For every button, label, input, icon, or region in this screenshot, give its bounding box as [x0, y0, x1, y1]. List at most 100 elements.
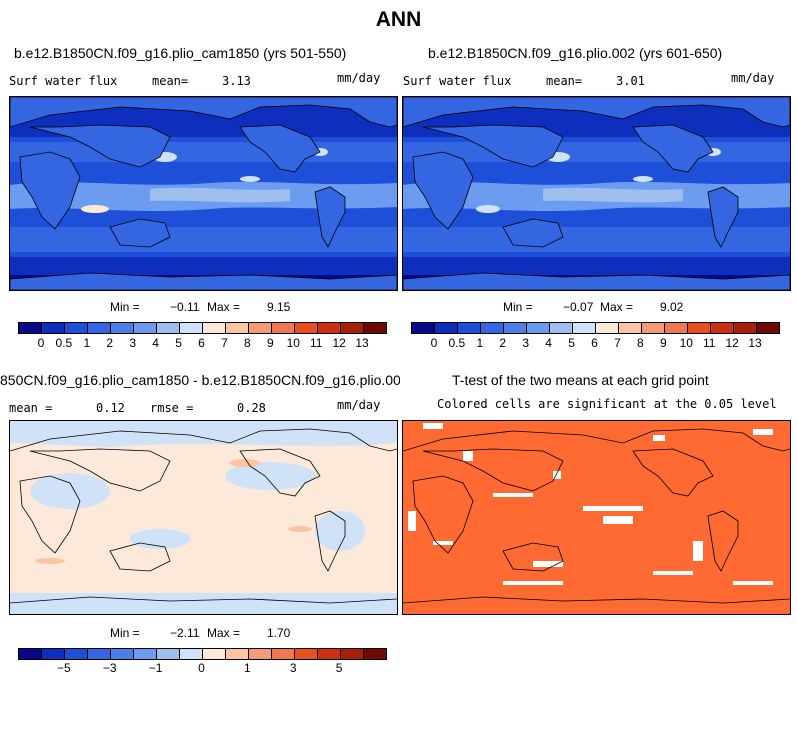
panel1-min-label: Min =	[110, 300, 140, 314]
panel2-colorbar-tick-label: 5	[568, 336, 575, 350]
panel2-colorbar-swatch	[573, 323, 596, 333]
panel1-colorbar-tick-label: 10	[286, 336, 300, 350]
panel4-map-graphic	[403, 421, 790, 614]
panel1-case-title: b.e12.B1850CN.f09_g16.plio_cam1850 (yrs …	[14, 45, 347, 61]
panel3-colorbar-swatch	[364, 649, 386, 659]
panel1-colorbar-tick-label: 1	[83, 336, 91, 350]
panel1-colorbar-swatch	[272, 323, 295, 333]
panel2-colorbar-swatch	[596, 323, 619, 333]
panel1-colorbar-tick-label: 6	[198, 336, 205, 350]
panel3-colorbar-swatch	[249, 649, 272, 659]
panel1-colorbar-tick-label: 4	[152, 336, 159, 350]
panel3-max-label: Max =	[207, 626, 241, 640]
panel3-colorbar-tick-label: −1	[148, 661, 163, 675]
panel3-colorbar-tick-label: −5	[57, 661, 71, 675]
panel1-colorbar-tick-label: 3	[129, 336, 137, 350]
panel3-case-title: 850CN.f09_g16.plio_cam1850 - b.e12.B1850…	[0, 372, 400, 388]
panel1-colorbar-tick-label: 13	[355, 336, 369, 350]
panel2-colorbar-tick-label: 9	[659, 336, 667, 350]
panel3-min-label: Min =	[110, 626, 140, 640]
panel2-colorbar-tick-label: 3	[522, 336, 530, 350]
panel1-colorbar-tick-label: 9	[266, 336, 274, 350]
panel2-colorbar-swatch	[642, 323, 665, 333]
panel1-colorbar-swatch	[249, 323, 272, 333]
panel1-map	[9, 96, 398, 291]
panel2-variable: Surf water flux	[403, 74, 512, 88]
panel1-colorbar-tick-label: 12	[332, 336, 346, 350]
panel3-colorbar-swatch	[180, 649, 203, 659]
panel1-colorbar-swatch	[341, 323, 364, 333]
panel2-max-value: 9.02	[660, 300, 684, 314]
panel2-colorbar	[411, 322, 780, 334]
panel1-colorbar-swatch	[111, 323, 134, 333]
panel2-colorbar-labels: 0 0.5 1 2 3 4 5 6 7 8 9 10 11 12 13	[411, 336, 780, 352]
panel2-map	[402, 96, 791, 291]
panel3-colorbar-swatch	[65, 649, 88, 659]
panel3-min-value: −2.11	[170, 626, 200, 640]
panel3-map	[9, 420, 398, 615]
panel2-colorbar-swatch	[665, 323, 688, 333]
panel3-colorbar-swatch	[341, 649, 364, 659]
panel3-colorbar-swatch	[295, 649, 318, 659]
panel1-units: mm/day	[337, 71, 381, 85]
panel2-map-graphic	[403, 97, 790, 290]
panel2-case-title: b.e12.B1850CN.f09_g16.plio.002 (yrs 601-…	[428, 45, 723, 61]
panel1-colorbar-swatch	[180, 323, 203, 333]
panel3-rmse-label: rmse =	[150, 401, 194, 415]
panel1-colorbar-tick-label: 11	[309, 336, 323, 350]
panel1-colorbar-labels: 0 0.5 1 2 3 4 5 6 7 8 9 10 11 12 13	[18, 336, 387, 352]
panel2-mean-value: 3.01	[616, 74, 645, 88]
panel1-colorbar	[18, 322, 387, 334]
panel3-map-graphic	[10, 421, 397, 614]
panel4-title: T-test of the two means at each grid poi…	[452, 372, 709, 388]
panel1-colorbar-swatch	[65, 323, 88, 333]
panel4-map	[402, 420, 791, 615]
panel1-max-label: Max =	[207, 300, 241, 314]
panel1-colorbar-swatch	[19, 323, 42, 333]
panel1-colorbar-swatch	[295, 323, 318, 333]
panel3-colorbar-swatch	[42, 649, 65, 659]
panel3-colorbar-tick-label: 3	[289, 661, 297, 675]
panel4-subtitle: Colored cells are significant at the 0.0…	[437, 397, 777, 411]
panel2-colorbar-swatch	[481, 323, 504, 333]
panel1-colorbar-tick-label: 8	[244, 336, 251, 350]
panel2-colorbar-tick-label: 2	[499, 336, 507, 350]
panel3-colorbar-swatch	[111, 649, 134, 659]
panel3-title-clip: 850CN.f09_g16.plio_cam1850 - b.e12.B1850…	[0, 372, 400, 392]
panel3-colorbar-tick-label: 0	[198, 661, 205, 675]
panel2-colorbar-swatch	[757, 323, 779, 333]
panel2-colorbar-swatch	[734, 323, 757, 333]
panel1-colorbar-swatch	[42, 323, 65, 333]
panel2-colorbar-tick-label: 12	[725, 336, 739, 350]
panel2-mean-label: mean=	[546, 74, 583, 88]
panel2-colorbar-tick-label: 13	[748, 336, 762, 350]
panel3-colorbar-tick-label: −3	[102, 661, 117, 675]
panel3-max-value: 1.70	[267, 626, 291, 640]
panel2-units: mm/day	[731, 71, 775, 85]
figure-title: ANN	[375, 8, 422, 31]
panel2-colorbar-tick-label: 11	[702, 336, 716, 350]
panel3-colorbar-swatch	[226, 649, 249, 659]
panel2-min-label: Min =	[503, 300, 533, 314]
panel1-colorbar-swatch	[157, 323, 180, 333]
panel1-colorbar-tick-label: 2	[106, 336, 114, 350]
panel2-colorbar-swatch	[527, 323, 550, 333]
panel2-colorbar-tick-label: 4	[545, 336, 552, 350]
panel1-colorbar-tick-label: 5	[175, 336, 182, 350]
panel2-colorbar-swatch	[688, 323, 711, 333]
panel1-colorbar-swatch	[318, 323, 341, 333]
panel2-colorbar-tick-label: 0.5	[448, 336, 466, 350]
panel1-variable: Surf water flux	[9, 74, 118, 88]
panel1-mean-value: 3.13	[222, 74, 251, 88]
panel3-colorbar-swatch	[203, 649, 226, 659]
panel3-colorbar-swatch	[88, 649, 111, 659]
panel2-colorbar-swatch	[412, 323, 435, 333]
panel3-colorbar-swatch	[157, 649, 180, 659]
panel1-colorbar-swatch	[88, 323, 111, 333]
panel3-colorbar-labels: −5 −3 −1 0 1 3 5	[18, 661, 387, 677]
panel2-colorbar-swatch	[619, 323, 642, 333]
panel1-mean-label: mean=	[152, 74, 189, 88]
panel2-colorbar-tick-label: 0	[430, 336, 438, 350]
panel1-map-graphic	[10, 97, 397, 290]
panel3-colorbar	[18, 648, 387, 660]
